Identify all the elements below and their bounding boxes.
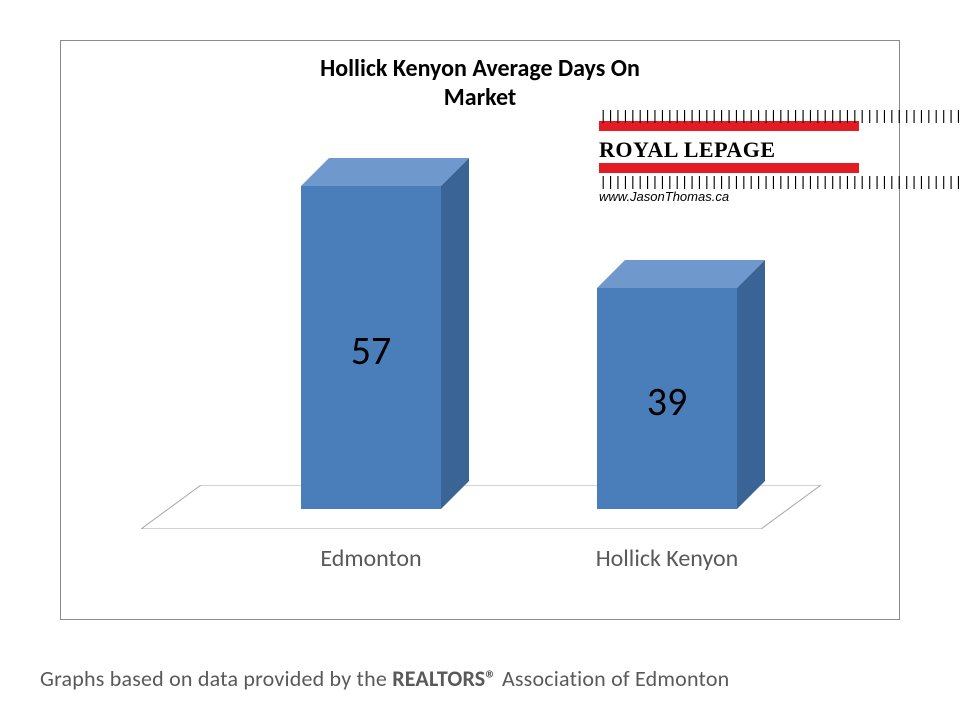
plot-3d: 57 Edmonton 39 Hollick Kenyon xyxy=(141,129,821,529)
footer-suffix: Association of Edmonton xyxy=(497,665,730,692)
category-label-edmonton: Edmonton xyxy=(281,544,461,573)
chart-title: Hollick Kenyon Average Days OnMarket xyxy=(61,55,899,113)
bar-value-edmonton: 57 xyxy=(301,326,441,375)
footer-bold: REALTORS® xyxy=(392,665,497,692)
category-label-hollick-kenyon: Hollick Kenyon xyxy=(577,544,757,573)
footer-prefix: Graphs based on data provided by the xyxy=(40,665,392,692)
bar-edmonton: 57 xyxy=(301,158,469,509)
bar-value-hollick-kenyon: 39 xyxy=(597,377,737,426)
logo-ticks-top: ||||||||||||||||||||||||||||||||||||||||… xyxy=(599,113,859,121)
chart-area: Hollick Kenyon Average Days OnMarket |||… xyxy=(60,40,900,620)
bar-hollick-kenyon: 39 xyxy=(597,260,765,509)
footer-text: Graphs based on data provided by the REA… xyxy=(40,665,729,692)
